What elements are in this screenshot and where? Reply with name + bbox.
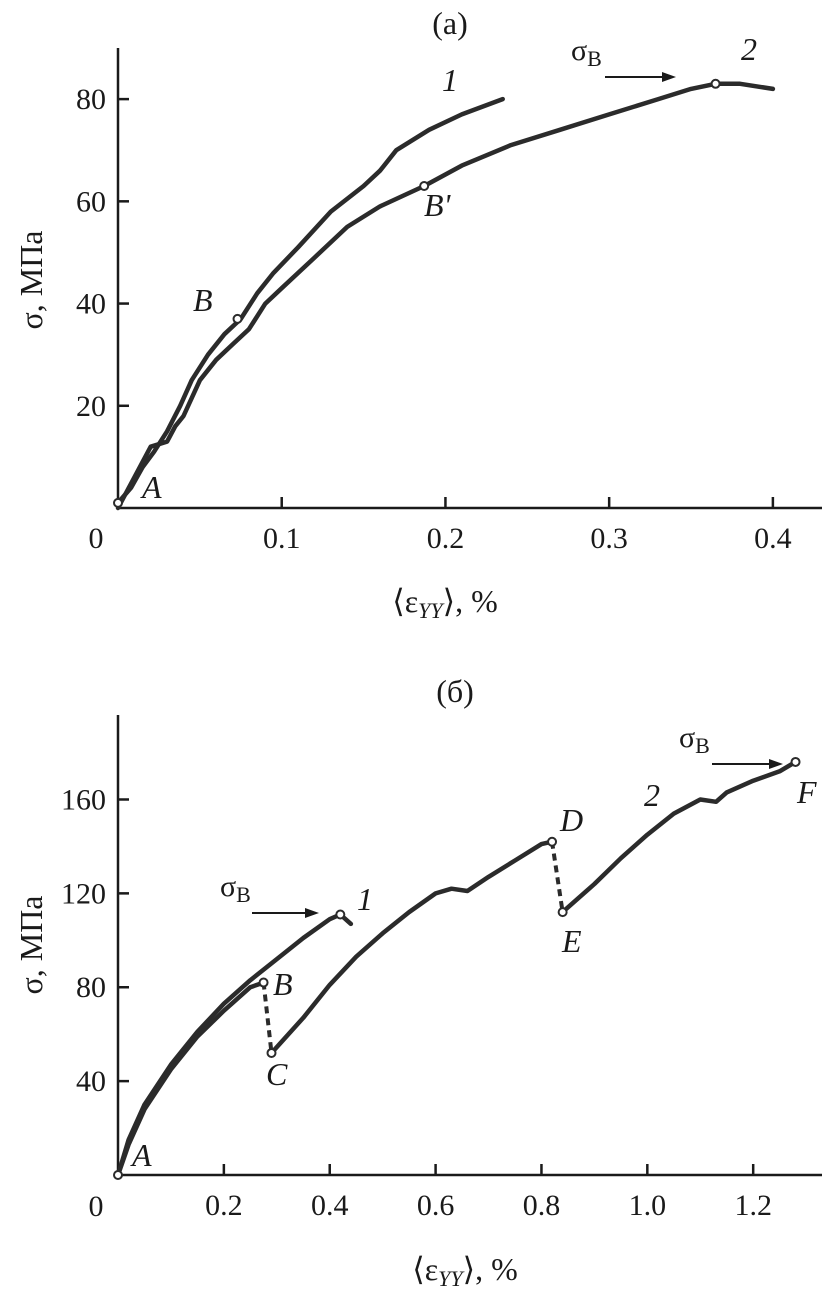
panel-a-sigma-b-sub: B [587,46,602,71]
panel-a-origin-label: 0 [89,522,104,555]
panel-b-point-label-a: A [130,1137,152,1173]
panel-a-y-axis-title: σ, МПа [13,230,49,329]
panel-a-point-marker-b-prime [419,181,430,191]
panel-b-y-tick-label: 40 [76,1065,106,1098]
panel-b-sigma-b2-main: σ [679,721,695,754]
panel-a-markers [113,78,721,508]
panel-b-series-2-drop [550,841,565,913]
panel-b-point-marker-sigma-b [335,909,346,920]
panel-b-point-label-c: C [266,1056,288,1092]
panel-a-series-1-line [115,96,505,506]
panel-a-x-tick-label: 0.3 [590,522,628,555]
panel-b-sigma-b1-sub: B [236,882,251,907]
panel-b-origin-label: 0 [89,1190,104,1223]
panel-b-xlabel-sub: YY [438,1266,465,1291]
panel-a-sigma-b-annotation: σB [571,34,602,71]
panel-b-x-tick-label: 1.0 [629,1189,667,1222]
panel-b-x-axis-title: ⟨εYY⟩, % [412,1251,518,1291]
panel-b-title: (б) [436,673,474,709]
panel-b-point-marker-c [266,1047,277,1058]
panel-a-y-tick-label: 20 [76,390,106,423]
panel-b-series-1-line [115,912,354,1178]
panel-a-point-label-b: B [193,282,213,318]
panel-b-point-marker-f [790,756,801,767]
panel-a-point-label-a: A [140,469,162,505]
panel-b-sigma-b-annotation-2: σB [679,721,710,758]
panel-b-sigma-b2-sub: B [695,733,710,758]
panel-b-sigma-b1-main: σ [220,870,236,903]
panel-b-point-label-b: B [273,966,293,1002]
panel-b-series-2-line [560,759,798,915]
panel-a-x-tick-label: 0.1 [263,522,301,555]
panel-a: (a) 0.1 0.2 0.3 0.4 20 40 60 80 0 ⟨εYY⟩, % σ, М… [13,5,822,623]
panel-b: (б) 0.2 0.4 0.6 0.8 1.0 1.2 40 80 120 160 0 ⟨εYY⟩… [13,673,822,1291]
panel-a-x-tick-label: 0.2 [427,522,465,555]
panel-a-curves [115,81,776,511]
panel-a-point-marker-a [113,497,123,508]
panel-b-sigma-b-annotation-1: σB [220,870,251,907]
panel-b-series-2-line [269,839,555,1056]
panel-b-curves [115,759,798,1178]
panel-b-point-marker-a [113,1170,123,1180]
panel-b-x-tick-label: 1.2 [734,1189,772,1222]
panel-a-xlabel-tail: ⟩, % [443,583,498,619]
panel-a-sigma-b-main: σ [571,34,587,67]
panel-b-y-tick-label: 80 [76,971,106,1004]
panel-a-y-tick-label: 40 [76,288,106,321]
panel-b-markers [113,756,801,1180]
panel-b-y-axis-title: σ, МПа [13,895,49,994]
panel-b-x-tick-label: 0.6 [417,1189,455,1222]
panel-b-xlabel-tail: ⟩, % [463,1251,518,1287]
panel-a-x-axis-title: ⟨εYY⟩, % [392,583,498,623]
panel-b-x-tick-label: 0.8 [523,1189,561,1222]
panel-b-sigma-b-arrowhead-2 [769,759,783,769]
panel-a-ticks: 0.1 0.2 0.3 0.4 20 40 60 80 [76,83,792,555]
panel-a-x-tick-label: 0.4 [754,522,792,555]
panel-a-series-label-2: 2 [741,31,757,67]
panel-b-y-tick-label: 160 [61,783,106,816]
panel-a-point-marker-sigma-b [710,78,721,89]
panel-a-y-tick-label: 80 [76,83,106,116]
panel-b-ticks: 0.2 0.4 0.6 0.8 1.0 1.2 40 80 120 160 [61,783,772,1222]
panel-a-title: (a) [432,5,468,41]
panel-b-series-label-1: 1 [357,881,373,917]
panel-b-x-tick-label: 0.2 [205,1189,243,1222]
panel-a-point-marker-b [232,313,243,324]
panel-b-y-tick-label: 120 [61,877,106,910]
panel-a-point-label-b-prime: B' [424,187,452,223]
panel-b-series-2-line [115,980,266,1178]
panel-b-xlabel-main: ⟨ε [412,1251,438,1287]
panel-b-series-label-2: 2 [644,777,660,813]
panel-a-xlabel-main: ⟨ε [392,583,418,619]
panel-a-series-2-line [115,81,776,511]
panel-b-point-marker-d [547,836,558,847]
panel-b-x-tick-label: 0.4 [311,1189,349,1222]
panel-a-xlabel-sub: YY [418,598,445,623]
panel-a-series-label-1: 1 [442,62,458,98]
panel-b-series-2-drop [261,982,274,1054]
panel-b-point-label-e: E [561,923,582,959]
panel-b-point-marker-e [557,907,568,918]
panel-a-sigma-b-arrowhead [662,72,676,82]
panel-b-point-label-f: F [796,774,817,810]
panel-b-point-marker-b [258,977,269,988]
panel-b-point-label-d: D [559,802,583,838]
panel-a-y-tick-label: 60 [76,185,106,218]
panel-b-sigma-b-arrowhead-1 [305,908,319,918]
